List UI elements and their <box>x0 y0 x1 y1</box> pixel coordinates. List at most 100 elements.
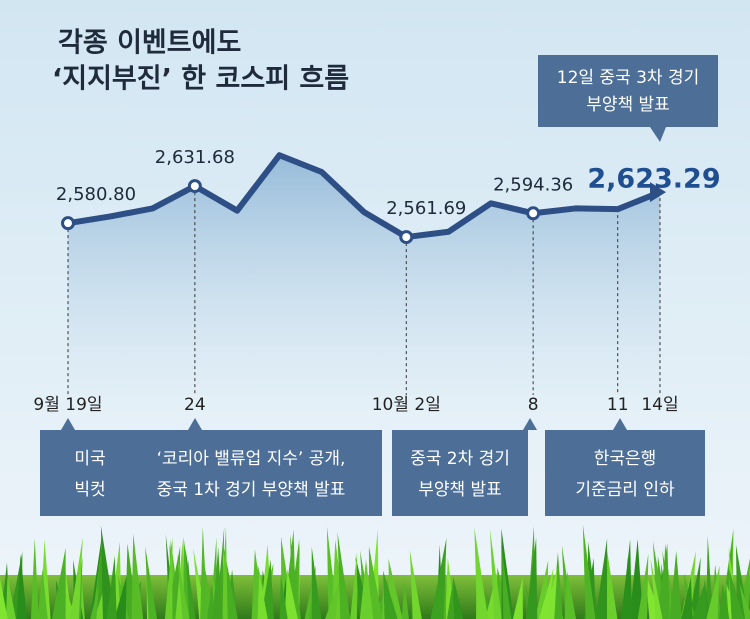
callout-text: 12일 중국 3차 경기 <box>557 68 700 88</box>
grass-blade <box>177 555 190 619</box>
event-text: 빅컷 <box>74 480 105 500</box>
event-box <box>392 430 528 516</box>
grass-blade <box>525 537 538 619</box>
grass <box>0 524 750 619</box>
grass-blade <box>481 583 495 619</box>
grass-blade <box>114 575 127 619</box>
event-pointer <box>188 418 202 430</box>
grass-blade <box>401 580 409 619</box>
grass-blade <box>326 526 338 619</box>
x-tick-label: 10월 2일 <box>372 395 441 415</box>
grass-blade <box>311 546 322 619</box>
grass-blade <box>164 537 173 619</box>
grass-blade <box>538 567 554 619</box>
grass-blade <box>719 583 730 619</box>
grass-blade <box>145 546 158 619</box>
grass-blade <box>447 582 455 619</box>
grass-blade <box>337 532 351 619</box>
grass-blade <box>193 548 208 619</box>
grass-blade <box>30 537 39 619</box>
point <box>61 216 75 231</box>
event-text: ‘코리아 밸류업 지수’ 공개, <box>157 449 346 469</box>
grass-blade <box>453 576 464 619</box>
point <box>526 206 541 221</box>
grass-blade <box>409 549 422 619</box>
grass-blade <box>106 555 117 619</box>
callout-text: 부양책 발표 <box>586 95 670 115</box>
area <box>68 155 660 395</box>
event-text: 미국 <box>74 449 105 469</box>
grass-blade <box>595 538 608 619</box>
grass-blade <box>350 551 358 619</box>
grass-blade <box>212 546 223 619</box>
point <box>187 179 202 194</box>
event-text: 중국 1차 경기 부양책 발표 <box>157 480 346 500</box>
grass-blade <box>5 576 16 619</box>
event-text: 한국은행 <box>594 449 657 469</box>
title-line: 각종 이벤트에도 <box>58 28 241 59</box>
grass-blade <box>650 558 663 619</box>
grass-blade <box>37 568 48 619</box>
value-label: 2,594.36 <box>493 174 573 195</box>
grass-blade <box>430 537 447 619</box>
event-box <box>545 430 705 516</box>
line <box>67 152 662 241</box>
grass-blade <box>706 535 713 619</box>
x-tick-label: 14일 <box>641 395 678 415</box>
grass-blade <box>200 526 208 619</box>
x-tick-label: 9월 19일 <box>33 395 102 415</box>
grass-blade <box>489 528 502 619</box>
value-label: 2,580.80 <box>56 184 136 205</box>
grass-blade <box>502 551 512 619</box>
plot: 9월 19일 24 10월 2일 8 11 14일 2,580.80 2,631.68 2,56… <box>33 147 720 415</box>
value-label-highlight: 2,623.29 <box>587 164 720 195</box>
x-tick-label: 8 <box>528 395 539 415</box>
grass-blade <box>324 579 340 619</box>
callout-box <box>538 55 718 127</box>
event-text: 기준금리 인하 <box>575 480 675 500</box>
grass-blade <box>691 581 706 619</box>
grass-blade <box>728 568 744 619</box>
event-pointer <box>523 418 537 430</box>
arrow-head <box>650 182 666 203</box>
grass-blade <box>165 534 176 619</box>
grass-blade <box>474 527 489 619</box>
event-box <box>120 430 382 516</box>
grass-blade <box>652 540 667 619</box>
grass-blade <box>582 524 596 619</box>
grass-blade <box>90 583 100 619</box>
grass-blade <box>359 559 374 619</box>
grass-blade <box>629 538 643 619</box>
grass-blade <box>637 553 649 619</box>
callout-pointer <box>650 127 666 142</box>
event-pointer <box>613 418 627 430</box>
grass-blade <box>706 565 720 619</box>
grass-blade <box>0 577 8 619</box>
grass-blade <box>564 571 577 619</box>
grass-blade <box>368 546 383 619</box>
point <box>399 230 414 245</box>
grass-blade <box>131 533 144 619</box>
x-tick-label: 24 <box>184 395 206 415</box>
grass-blade <box>656 543 670 619</box>
value-label: 2,631.68 <box>155 147 235 168</box>
x-tick-label: 11 <box>607 395 629 415</box>
event-text: 부양책 발표 <box>418 480 502 500</box>
grass-blade <box>16 554 27 619</box>
value-label: 2,561.69 <box>386 198 466 219</box>
grass-blade <box>681 576 693 619</box>
grass-blade <box>383 570 398 619</box>
grass-blade <box>739 583 750 619</box>
grass-blade <box>284 569 298 619</box>
grass-blade <box>257 572 268 619</box>
grass-blade <box>604 550 618 619</box>
grass-blade <box>669 550 682 619</box>
event-pointer <box>61 418 75 430</box>
grass-blade <box>52 547 66 619</box>
grass-blade <box>92 540 103 619</box>
grass-blade <box>512 577 523 619</box>
grass-blade <box>621 539 632 619</box>
